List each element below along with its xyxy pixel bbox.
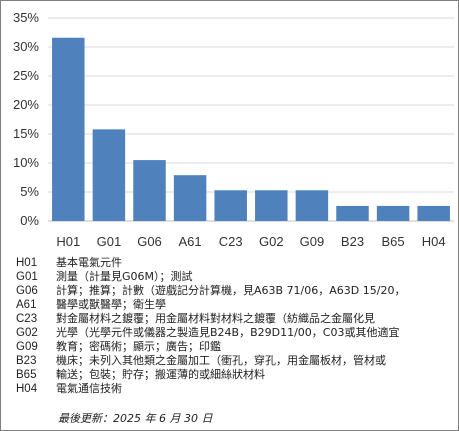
bar-G01 xyxy=(92,129,126,221)
legend-item: B23 機床；未列入其他類之金屬加工（衝孔，穿孔，用金屬板材，管材或 xyxy=(16,354,454,368)
legend-code: H01 xyxy=(16,257,38,269)
legend-code: C23 xyxy=(16,313,38,325)
classification-legend: H01 基本電氣元件 G01 測量（計量見G06M）；測試 G06 計算；推算；計數（… xyxy=(16,256,454,396)
legend-code: G01 xyxy=(16,271,38,283)
bar-G06 xyxy=(133,160,166,221)
x-tick-label: H01 xyxy=(56,234,80,249)
bar-A61 xyxy=(173,175,207,221)
legend-desc: 光學（光學元件或儀器之製造見B24B，B29D11/00，C03或其他適宜 xyxy=(56,326,400,339)
legend-item: B65 輸送；包裝；貯存；搬運薄的或細絲狀材料 xyxy=(16,368,454,382)
x-tick-label: G02 xyxy=(259,234,284,249)
y-tick-label: 5% xyxy=(20,184,39,199)
x-tick-label: H04 xyxy=(422,234,446,249)
y-axis: 0% 5% 10% 15% 20% 25% 30% 35% xyxy=(13,10,39,228)
y-tick-label: 0% xyxy=(20,213,39,228)
legend-desc: 基本電氣元件 xyxy=(56,256,122,269)
bar-C23 xyxy=(214,190,247,221)
y-tick-label: 20% xyxy=(13,97,39,112)
x-tick-label: B23 xyxy=(341,234,364,249)
bar-H01 xyxy=(52,37,85,221)
bar-chart: 0% 5% 10% 15% 20% 25% 30% 35% H01 G01 G06 A61 C23 G0… xyxy=(13,10,454,249)
x-tick-label: G01 xyxy=(97,234,122,249)
x-tick-label: B65 xyxy=(382,234,405,249)
x-tick-label: G09 xyxy=(300,234,325,249)
y-tick-label: 35% xyxy=(13,10,39,25)
legend-item: H01 基本電氣元件 xyxy=(16,256,454,270)
y-tick-label: 30% xyxy=(13,39,39,54)
legend-item: A61 醫學或獸醫學；衛生學 xyxy=(16,298,454,312)
legend-item: G06 計算；推算；計數（遊戲記分計算機，見A63B 71/06，A63D 15/… xyxy=(16,284,454,298)
bar-G02 xyxy=(255,190,288,221)
bars xyxy=(52,37,450,221)
legend-code: B65 xyxy=(16,369,37,381)
bar-G09 xyxy=(295,190,329,221)
legend-item: G09 教育；密碼術；顯示；廣告；印鑑 xyxy=(16,340,454,354)
y-tick-label: 10% xyxy=(13,155,39,170)
legend-code: G06 xyxy=(16,285,38,297)
legend-code: H04 xyxy=(16,383,38,395)
legend-code: G09 xyxy=(16,341,38,353)
legend-code: B23 xyxy=(16,355,37,367)
x-tick-label: C23 xyxy=(219,234,243,249)
legend-code: A61 xyxy=(16,299,37,311)
legend-desc: 機床；未列入其他類之金屬加工（衝孔，穿孔，用金屬板材，管材或 xyxy=(56,354,386,367)
y-tick-label: 15% xyxy=(13,126,39,141)
legend-desc: 醫學或獸醫學；衛生學 xyxy=(56,298,166,311)
bar-B65 xyxy=(376,205,410,221)
legend-desc: 計算；推算；計數（遊戲記分計算機，見A63B 71/06，A63D 15/20， xyxy=(56,284,406,297)
last-updated-note: 最後更新：2025 年 6 月 30 日 xyxy=(58,412,213,425)
legend-desc: 對金屬材料之鍍覆；用金屬材料對材料之鍍覆（紡織品之金屬化見 xyxy=(56,312,375,325)
x-axis: H01 G01 G06 A61 C23 G02 G09 B23 B65 H04 xyxy=(56,234,445,249)
y-tick-label: 25% xyxy=(13,68,39,83)
legend-item: G01 測量（計量見G06M）；測試 xyxy=(16,270,454,284)
legend-desc: 測量（計量見G06M）；測試 xyxy=(56,270,193,283)
x-tick-label: A61 xyxy=(179,234,202,249)
legend-item: G02 光學（光學元件或儀器之製造見B24B，B29D11/00，C03或其他適宜 xyxy=(16,326,454,340)
legend-desc: 輸送；包裝；貯存；搬運薄的或細絲狀材料 xyxy=(56,368,265,381)
legend-item: C23 對金屬材料之鍍覆；用金屬材料對材料之鍍覆（紡織品之金屬化見 xyxy=(16,312,454,326)
bar-H04 xyxy=(417,205,450,221)
legend-desc: 電氣通信技術 xyxy=(56,382,122,395)
legend-code: G02 xyxy=(16,327,38,339)
legend-desc: 教育；密碼術；顯示；廣告；印鑑 xyxy=(56,340,221,353)
legend-item: H04 電氣通信技術 xyxy=(16,382,454,396)
bar-B23 xyxy=(336,205,369,221)
x-tick-label: G06 xyxy=(137,234,162,249)
